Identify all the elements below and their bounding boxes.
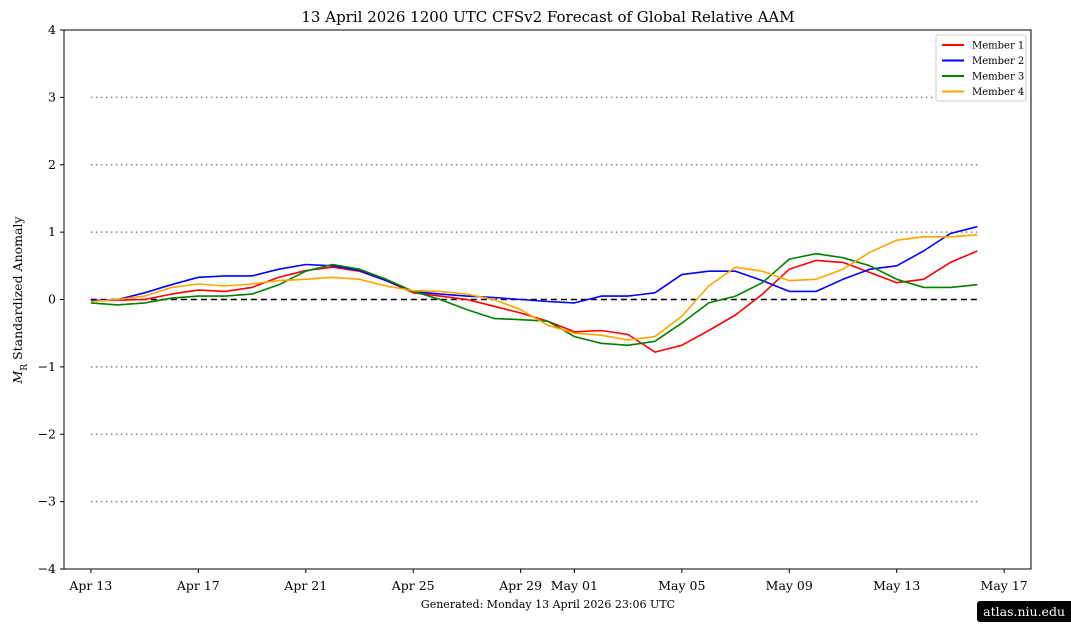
x-tick-label: May 05 [658,578,705,593]
watermark-badge: atlas.niu.edu [977,601,1071,622]
x-tick-label: May 17 [981,578,1028,593]
generated-footer: Generated: Monday 13 April 2026 23:06 UT… [421,598,675,611]
y-tick-label: 2 [48,157,56,172]
x-tick-label: Apr 29 [498,578,542,593]
y-axis-label-text: Standardized Anomaly [10,216,25,360]
legend-box [935,34,1027,102]
y-tick-label: −3 [38,494,56,509]
y-tick-label: −4 [38,561,56,576]
legend-label: Member 4 [972,87,1024,98]
x-tick-label: Apr 21 [283,578,327,593]
legend: Member 1 Member 2 Member 3 Member 4 [935,34,1027,102]
y-tick-label: 0 [48,292,56,307]
y-tick-label: −1 [38,359,56,374]
y-axis-label: MR Standardized Anomaly [10,216,30,385]
y-axis: −4 −3 −2 −1 0 1 2 3 4 [38,22,64,576]
series-line-member-1 [90,250,978,353]
y-tick-label: 4 [48,22,56,37]
x-tick-label: May 09 [766,578,813,593]
y-tick-label: −2 [38,426,56,441]
y-tick-label: 3 [48,89,56,104]
legend-label: Member 1 [972,41,1024,52]
y-tick-label: 1 [48,224,56,239]
y-axis-label-symbol: M [10,370,25,385]
legend-label: Member 3 [972,72,1024,83]
y-axis-label-subscript: R [20,364,30,371]
x-tick-label: Apr 13 [68,578,112,593]
reference-lines [90,96,978,503]
series-line-member-2 [90,225,978,304]
x-tick-label: May 01 [551,578,598,593]
series-line-member-3 [90,252,978,347]
series-line-member-4 [90,234,978,341]
legend-label: Member 2 [972,56,1024,67]
series-lines [90,225,978,353]
x-axis: Apr 13 Apr 17 Apr 21 Apr 25 Apr 29 May 01 May … [68,569,1028,593]
x-tick-label: Apr 17 [176,578,220,593]
chart-title: 13 April 2026 1200 UTC CFSv2 Forecast of… [301,8,794,26]
x-tick-label: May 13 [873,578,920,593]
x-tick-label: Apr 25 [391,578,435,593]
